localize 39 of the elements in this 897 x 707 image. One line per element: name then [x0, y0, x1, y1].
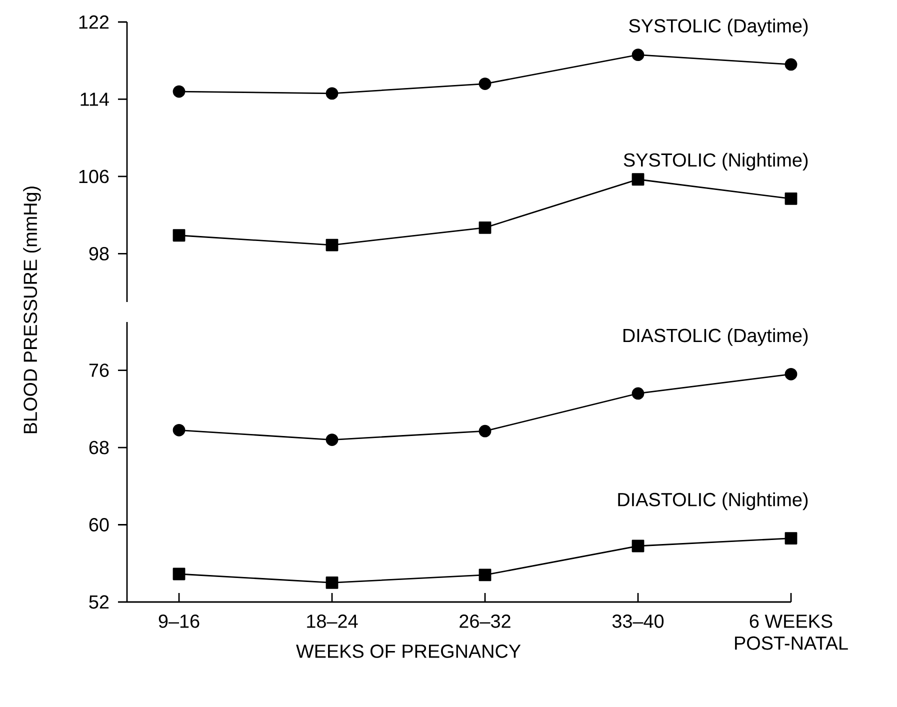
y-tick-label: 68 — [89, 440, 109, 454]
y-tick-label: 60 — [89, 518, 109, 532]
y-tick-label: 98 — [89, 247, 109, 260]
x-tick-label: 6 WEEKS POST-NATAL — [735, 614, 848, 650]
series-label: DIASTOLIC (Daytime) — [623, 328, 808, 346]
y-axis-title: BLOOD PRESSURE (mmHg) — [23, 186, 41, 434]
point — [632, 173, 644, 186]
point — [326, 238, 338, 252]
series-label: DIASTOLIC (Nightime) — [618, 492, 808, 510]
point — [172, 85, 186, 98]
point — [326, 434, 338, 446]
point — [784, 368, 798, 380]
point — [632, 48, 644, 62]
series-label: SYSTOLIC (Nightime) — [624, 152, 808, 170]
x-tick-label: 9–16 — [158, 614, 200, 628]
x-tick-label: 26–32 — [460, 614, 510, 628]
point — [326, 576, 338, 589]
point — [478, 424, 492, 438]
point — [478, 78, 492, 90]
point — [172, 229, 186, 242]
y-tick-label: 52 — [89, 595, 109, 609]
point — [632, 387, 644, 400]
y-tick-label: 76 — [89, 364, 109, 377]
point — [784, 532, 798, 544]
x-tick-label: 18–24 — [307, 614, 358, 628]
point — [784, 192, 798, 205]
y-tick-label: 114 — [80, 92, 109, 106]
point — [172, 424, 186, 436]
series-label: SYSTOLIC (Daytime) — [629, 18, 808, 36]
point — [784, 58, 798, 71]
y-tick-label: 106 — [79, 170, 109, 184]
point — [326, 87, 338, 100]
point — [172, 568, 186, 580]
x-axis-title: WEEKS OF PREGNANCY — [296, 644, 521, 658]
y-tick-label: 122 — [79, 15, 109, 29]
point — [478, 221, 492, 234]
point — [478, 568, 492, 582]
x-tick-label: 33–40 — [612, 614, 664, 628]
point — [632, 540, 644, 552]
